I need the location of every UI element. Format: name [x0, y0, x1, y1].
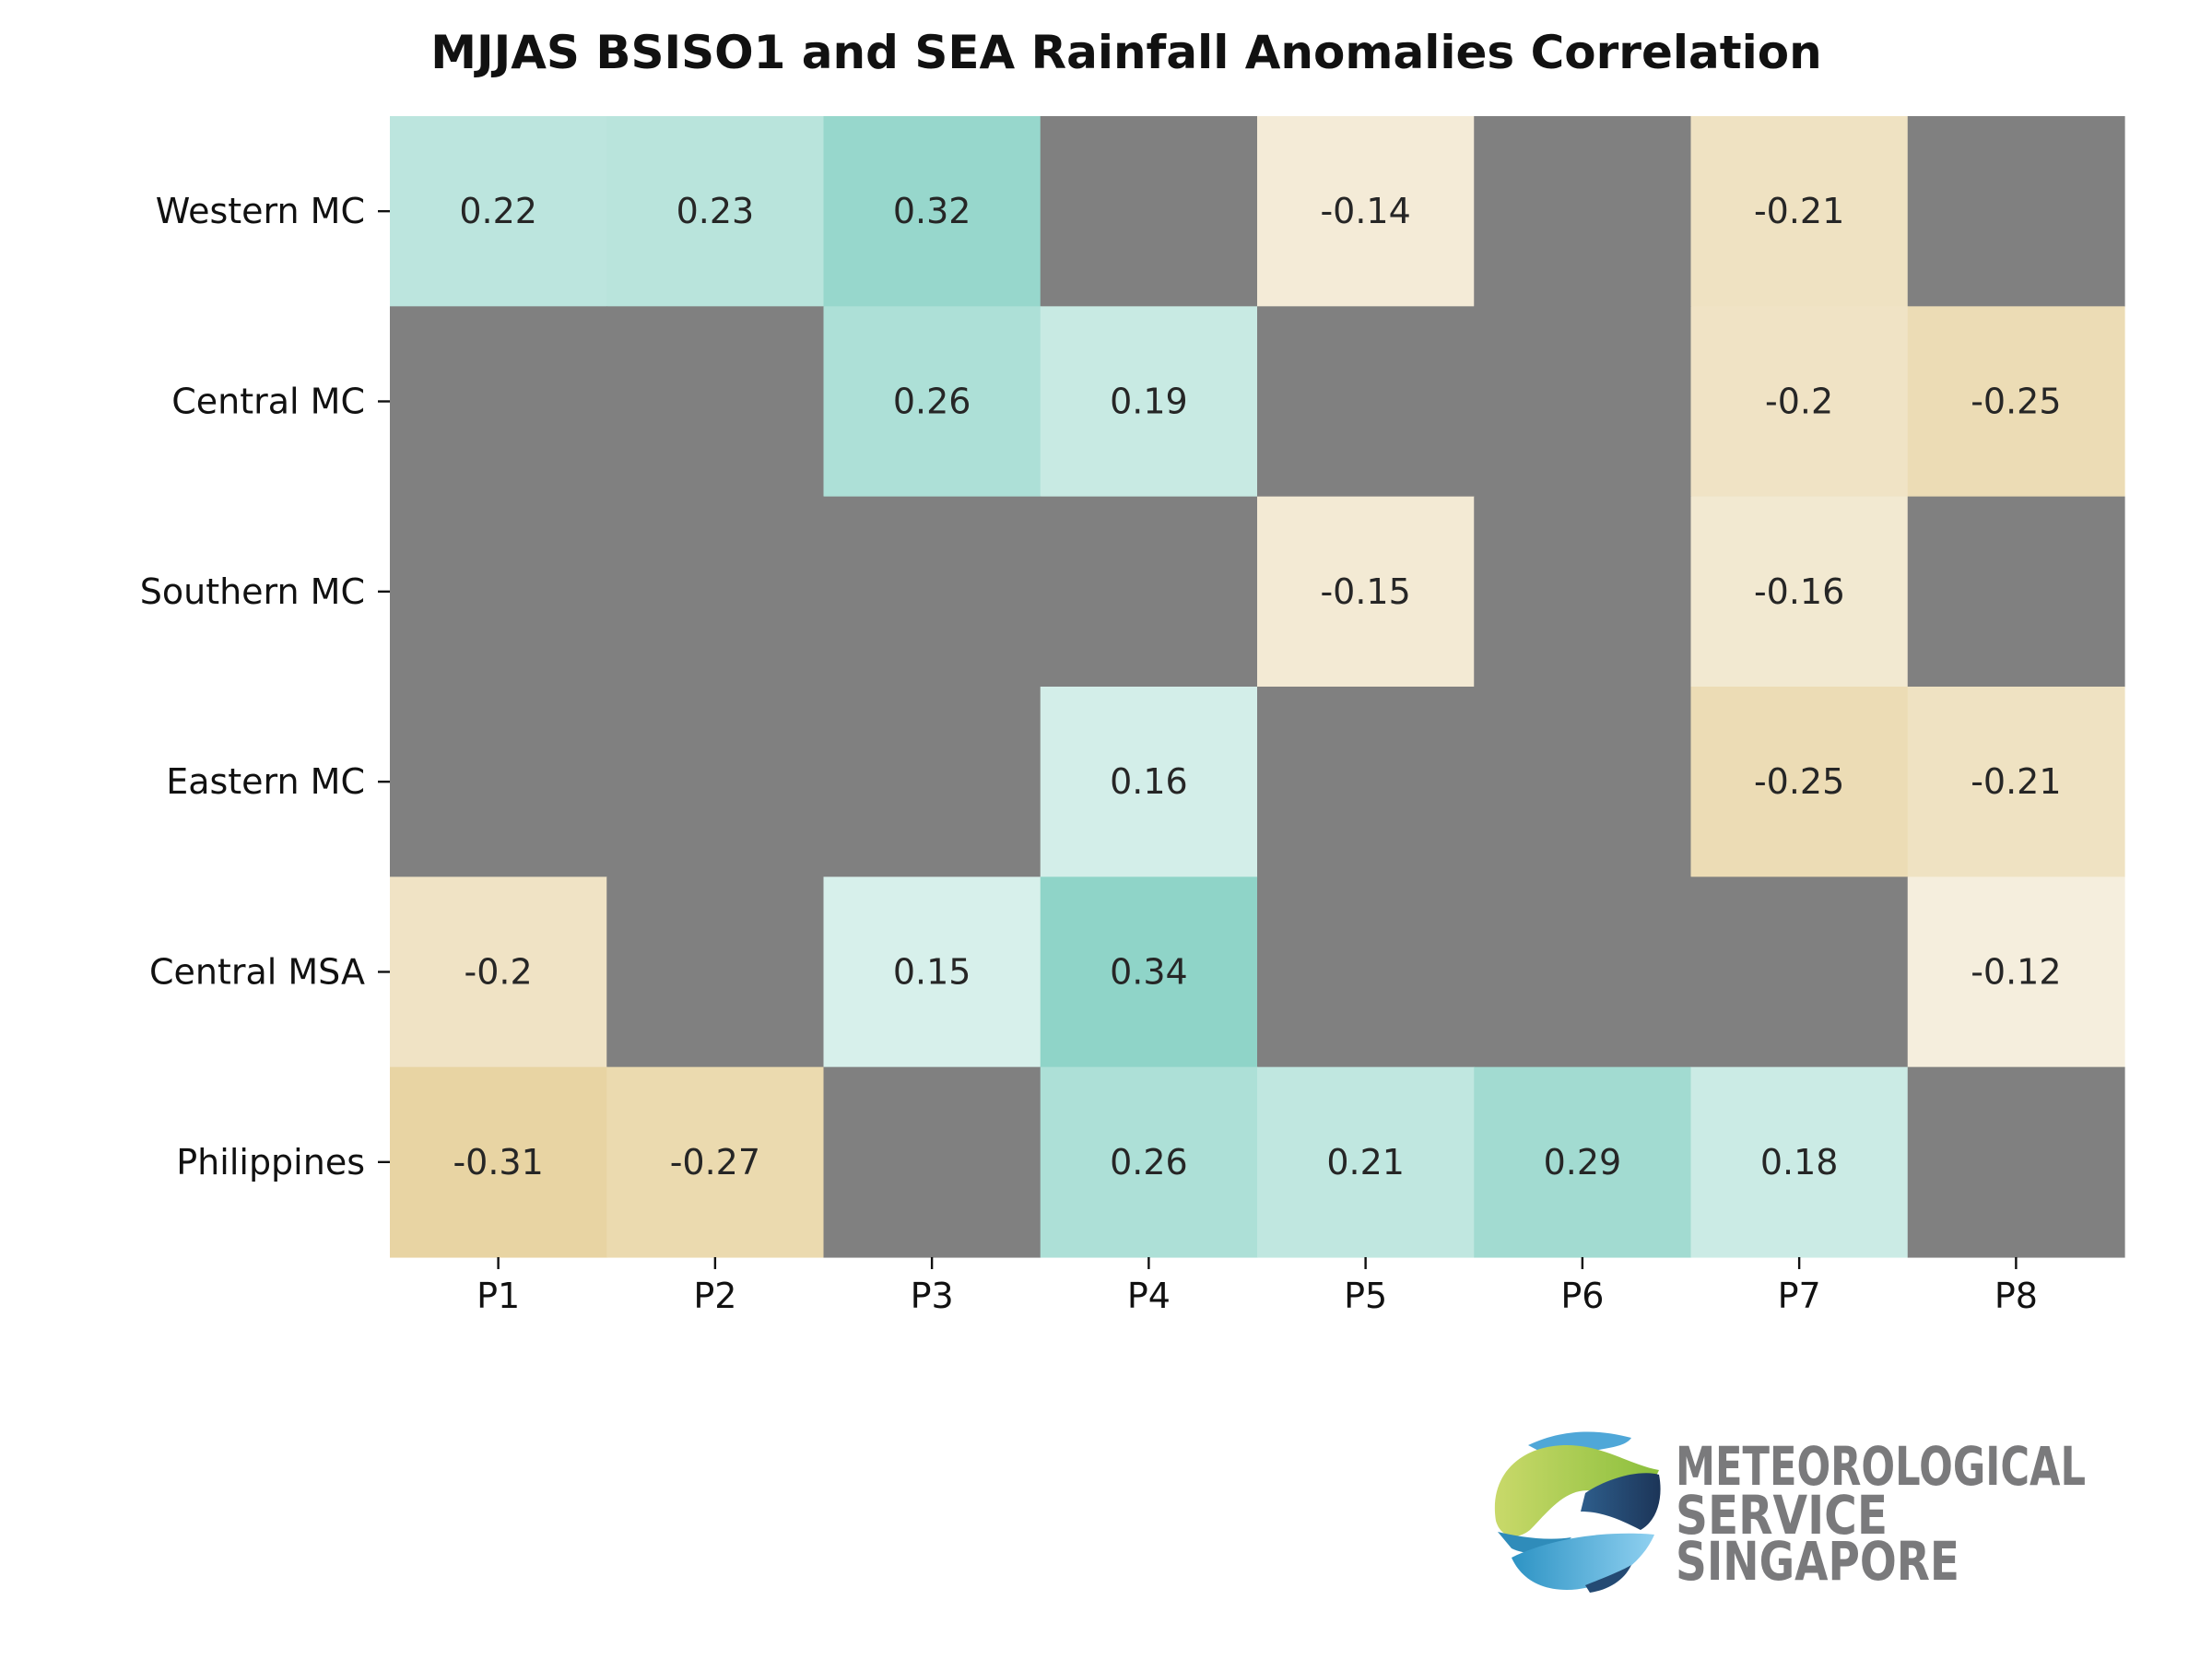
heatmap-cell — [1257, 496, 1475, 688]
x-tick-label: P3 — [911, 1276, 954, 1316]
x-tick-label: P6 — [1560, 1276, 1604, 1316]
y-tick-label: Southern MC — [140, 571, 365, 612]
cell-value-label: -0.27 — [670, 1142, 760, 1182]
y-tick-label: Central MSA — [149, 951, 365, 992]
x-axis: P1 P2 P3 P4 P5 P6 P7 P8 — [477, 1256, 2038, 1316]
heatmap-cell — [606, 1066, 825, 1258]
cell-value-label: -0.21 — [1754, 191, 1844, 231]
heatmap-cell — [823, 116, 1041, 307]
heatmap-cell — [1690, 116, 1909, 307]
cell-value-label: 0.22 — [459, 191, 537, 231]
x-tick-label: P4 — [1127, 1276, 1171, 1316]
x-tick-label: P1 — [477, 1276, 520, 1316]
heatmap-cell — [1690, 1066, 1909, 1258]
heatmap-cell — [1040, 306, 1258, 498]
x-tick-label: P7 — [1778, 1276, 1821, 1316]
y-tick-label: Philippines — [176, 1142, 365, 1182]
heatmap-cell-missing — [606, 306, 825, 498]
y-tick-label: Central MC — [171, 381, 365, 421]
heatmap-cell — [1690, 496, 1909, 688]
heatmap-cell — [1907, 686, 2125, 877]
cell-value-label: 0.15 — [893, 951, 971, 992]
heatmap-cell — [823, 306, 1041, 498]
heatmap-cell-missing — [606, 686, 825, 877]
heatmap-cell — [1257, 1066, 1475, 1258]
cell-value-label: -0.2 — [1765, 381, 1833, 421]
heatmap-cell-missing — [823, 686, 1041, 877]
heatmap-cell-missing — [823, 496, 1041, 688]
logo-line-1: METEOROLOGICAL — [1676, 1435, 2086, 1498]
heatmap-cell-missing — [1907, 116, 2125, 307]
heatmap-cell-missing — [1474, 496, 1692, 688]
heatmap-cell-missing — [1474, 306, 1692, 498]
heatmap-cell-missing — [1474, 116, 1692, 307]
heatmap-cell — [1474, 1066, 1692, 1258]
cell-value-label: -0.25 — [1971, 381, 2061, 421]
heatmap-cell-missing — [1040, 116, 1258, 307]
heatmap-cell-missing — [1690, 877, 1909, 1068]
x-tick-label: P2 — [693, 1276, 736, 1316]
logo-line-3: SINGAPORE — [1676, 1530, 1959, 1593]
heatmap-cell-missing — [1257, 686, 1475, 877]
y-tick-label: Eastern MC — [166, 761, 365, 802]
cell-value-label: 0.26 — [893, 381, 971, 421]
y-tick-label: Western MC — [156, 191, 365, 231]
x-tick-label: P8 — [1994, 1276, 2038, 1316]
cell-value-label: -0.15 — [1320, 571, 1410, 612]
cell-value-label: 0.34 — [1110, 951, 1188, 992]
heatmap-cell — [1040, 877, 1258, 1068]
cell-value-label: -0.12 — [1971, 951, 2061, 992]
heatmap-cell-missing — [390, 496, 607, 688]
cell-value-label: 0.16 — [1110, 761, 1188, 802]
heatmap-cell-missing — [390, 686, 607, 877]
cell-value-label: 0.23 — [677, 191, 755, 231]
cell-value-label: -0.2 — [465, 951, 533, 992]
heatmap-cell-missing — [1040, 496, 1258, 688]
logo-emblem-icon — [1494, 1431, 1661, 1593]
heatmap-cell — [1040, 1066, 1258, 1258]
heatmap-cells — [390, 116, 2125, 1258]
heatmap-cell — [1907, 877, 2125, 1068]
heatmap-cell — [390, 877, 607, 1068]
heatmap-cell-missing — [1257, 306, 1475, 498]
cell-value-label: 0.26 — [1110, 1142, 1188, 1182]
cell-value-label: 0.29 — [1544, 1142, 1622, 1182]
heatmap-cell-missing — [390, 306, 607, 498]
heatmap-cell-missing — [1474, 686, 1692, 877]
heatmap-cell — [390, 116, 607, 307]
logo-line-2: SERVICE — [1676, 1484, 1888, 1547]
heatmap-cell — [1907, 306, 2125, 498]
cell-value-label: -0.14 — [1320, 191, 1410, 231]
heatmap-cell — [390, 1066, 607, 1258]
heatmap-cell-labels: 0.22 0.23 0.32 -0.14 -0.21 0.26 0.19 -0.2 -0.25 -… — [453, 191, 2061, 1182]
heatmap-cell-missing — [606, 877, 825, 1068]
cell-value-label: 0.18 — [1760, 1142, 1839, 1182]
heatmap-cell — [823, 877, 1041, 1068]
heatmap-cell — [1040, 686, 1258, 877]
x-tick-label: P5 — [1344, 1276, 1387, 1316]
cell-value-label: -0.31 — [453, 1142, 543, 1182]
cell-value-label: 0.32 — [893, 191, 971, 231]
cell-value-label: 0.21 — [1326, 1142, 1405, 1182]
cell-value-label: -0.16 — [1754, 571, 1844, 612]
cell-value-label: 0.19 — [1110, 381, 1188, 421]
heatmap-cell-missing — [1907, 496, 2125, 688]
heatmap-cell-missing — [1257, 877, 1475, 1068]
heatmap-cell — [606, 116, 825, 307]
msss-logo: METEOROLOGICAL SERVICE SINGAPORE — [1494, 1431, 2086, 1593]
cell-value-label: -0.21 — [1971, 761, 2061, 802]
heatmap-cell-missing — [823, 1066, 1041, 1258]
heatmap-cell — [1257, 116, 1475, 307]
heatmap-cell-missing — [1474, 877, 1692, 1068]
y-axis: Western MC Central MC Southern MC Eastern M… — [140, 191, 390, 1182]
chart-title: MJJAS BSISO1 and SEA Rainfall Anomalies … — [430, 26, 1821, 79]
heatmap-cell — [1690, 306, 1909, 498]
cell-value-label: -0.25 — [1754, 761, 1844, 802]
heatmap-cell-missing — [606, 496, 825, 688]
heatmap-cell — [1690, 686, 1909, 877]
heatmap-cell-missing — [1907, 1066, 2125, 1258]
